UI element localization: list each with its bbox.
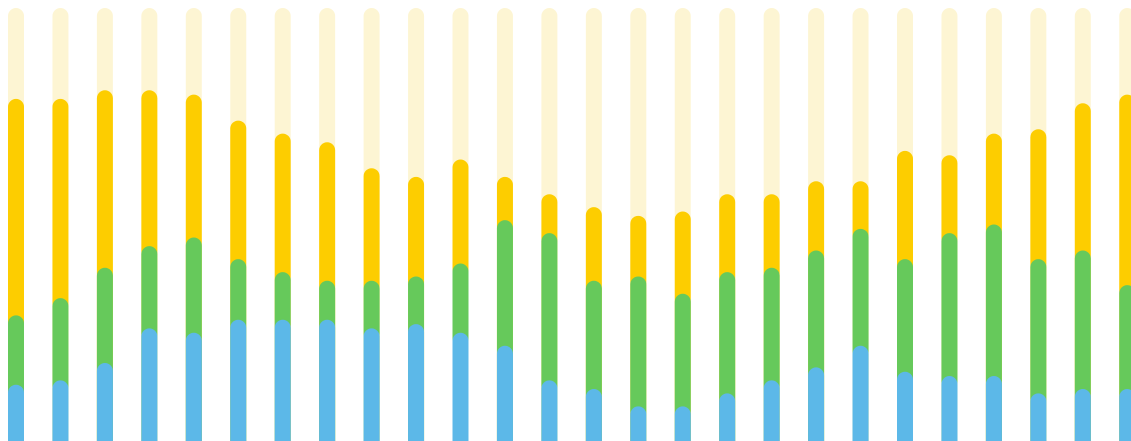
bar-segment-blue	[230, 319, 247, 441]
bar-segment-green	[674, 293, 691, 441]
bar-segment-blue	[408, 324, 425, 441]
bar-segment-blue	[274, 319, 291, 441]
bar-segments	[8, 90, 1131, 441]
bar-segment-blue	[496, 345, 513, 441]
bar-segment-blue	[52, 380, 69, 441]
bar-segment-blue	[452, 332, 469, 441]
bar-segment-blue	[985, 376, 1002, 441]
bar-segment-blue	[96, 363, 113, 441]
bar-segment-blue	[674, 406, 691, 441]
bar-segment-blue	[185, 332, 202, 441]
bar-tracks	[8, 8, 1131, 441]
bar-segment-blue	[8, 384, 24, 441]
bar-segment-blue	[1030, 393, 1047, 441]
bar-segment-blue	[763, 380, 780, 441]
bar-segment-blue	[141, 328, 158, 441]
bar-segment-blue	[1119, 389, 1131, 441]
bar-segment-blue	[585, 389, 602, 441]
bar-segment-blue	[363, 328, 380, 441]
bar-segment-blue	[897, 371, 913, 441]
bar-segment-blue	[719, 393, 736, 441]
bar-segment-green	[630, 276, 647, 441]
bar-segment-blue	[808, 367, 825, 441]
bar-segment-blue	[941, 376, 958, 441]
bar-segment-blue	[630, 406, 647, 441]
bar-segment-blue	[319, 319, 336, 441]
bar-segment-blue	[852, 345, 869, 441]
bar-segment-blue	[1074, 389, 1091, 441]
bar-segment-blue	[541, 380, 558, 441]
